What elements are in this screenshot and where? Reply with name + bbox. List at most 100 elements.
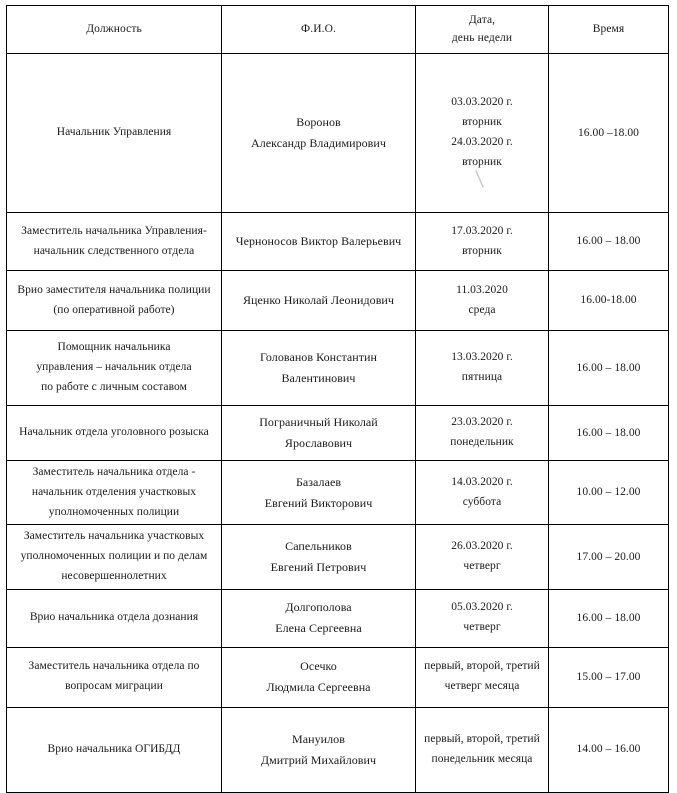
table-row: Начальник Управления Воронов Александр Вла… [6, 53, 669, 213]
cell-post-line-1: Заместитель начальника отдела по [28, 660, 200, 673]
cell-date: 05.03.2020 г. четверг [415, 588, 549, 648]
cell-date-line-1: 05.03.2020 г. [451, 601, 513, 614]
cell-time: 16.00 – 18.00 [548, 405, 669, 461]
cell-fio: Базалаев Евгений Викторович [221, 459, 416, 526]
table-row: Заместитель начальника отдела - начальник… [6, 459, 669, 526]
cell-post-line-2: уполномоченных полиции и по делам [20, 550, 208, 563]
cell-fio-line-1: Воронов [296, 115, 341, 130]
cell-fio-line-1: Черноносов Виктор Валерьевич [235, 234, 402, 249]
cell-fio: Воронов Александр Владимирович [221, 53, 416, 213]
cell-date-line-1: 23.03.2020 г. [451, 416, 513, 429]
cell-date-line-1: 17.03.2020 г. [451, 224, 513, 237]
cell-date: первый, второй, третий четверг месяца [415, 646, 549, 708]
cell-fio: Сапельников Евгений Петрович [221, 524, 416, 590]
cell-post-line-2: управления – начальник отдела [36, 361, 192, 374]
table-row: Начальник отдела уголовного розыска Погра… [6, 405, 669, 461]
cell-post-line-2: вопросам миграции [65, 680, 163, 693]
cell-time-line-1: 16.00 – 18.00 [576, 426, 641, 439]
column-header-fio-line-1: Ф.И.О. [301, 22, 336, 35]
cell-time-line-1: 10.00 – 12.00 [576, 486, 641, 499]
cell-time: 16.00 – 18.00 [548, 212, 669, 271]
table-row: Помощник начальника управления – начальни… [6, 330, 669, 406]
cell-post: Заместитель начальника Управления-началь… [6, 212, 222, 271]
cell-time: 16.00 – 18.00 [548, 330, 669, 406]
cell-fio-line-2: Дмитрий Михайлович [260, 752, 377, 767]
cell-post: Начальник отдела уголовного розыска [6, 405, 222, 461]
cell-date-line-4: вторник [462, 155, 502, 168]
cell-fio: Голованов Константин Валентинович [221, 330, 416, 406]
cell-post-line-1: Начальник Управления [56, 126, 172, 139]
table-row: Заместитель начальника участковых уполном… [6, 524, 669, 590]
cell-date-line-2: четверг месяца [444, 680, 520, 693]
table-header-row: Должность Ф.И.О. Дата, день недели Время [6, 5, 669, 54]
cell-date-line-2: четверг [463, 559, 501, 572]
cell-date: 23.03.2020 г. понедельник [415, 405, 549, 461]
cell-time: 16.00-18.00 [548, 270, 669, 331]
cell-date-line-2: вторник [462, 116, 502, 129]
cell-time-line-1: 15.00 – 17.00 [576, 670, 641, 683]
cell-fio-line-1: Пограничный Николай [259, 415, 378, 430]
cell-time-line-1: 17.00 – 20.00 [576, 550, 641, 563]
cell-fio-line-2: Валентинович [281, 371, 356, 385]
cell-date: 26.03.2020 г. четверг [415, 524, 549, 590]
cell-post: Начальник Управления [6, 53, 222, 213]
cell-time: 16.00 – 18.00 [548, 588, 669, 648]
cell-post-line-2: начальник отделения участковых [31, 485, 197, 498]
cell-post: Врио заместителя начальника полиции (по о… [6, 270, 222, 331]
cell-time: 10.00 – 12.00 [548, 459, 669, 526]
cell-fio-line-2: Людмила Сергеевна [266, 680, 371, 695]
table-row: Заместитель начальника отдела по вопросам… [6, 646, 669, 708]
cell-post-line-3: уполномоченных полиции [48, 505, 180, 518]
column-header-time-line-1: Время [592, 22, 625, 35]
column-header-date-line-2: день недели [451, 31, 513, 44]
cell-date-line-1: первый, второй, третий [424, 732, 540, 745]
cell-date: 13.03.2020 г. пятница [415, 330, 549, 406]
cell-date-line-3: 24.03.2020 г. [451, 136, 513, 148]
table-row: Врио начальника отдела дознания Долгополо… [6, 588, 669, 648]
column-header-post-line-1: Должность [86, 22, 142, 35]
cell-time-line-1: 16.00 –18.00 [578, 126, 639, 139]
cell-fio-line-2: Евгений Викторович [264, 495, 373, 510]
cell-post-line-2: начальник следственного отдела [33, 244, 195, 257]
cell-post-line-1: Врио заместителя начальника полиции [17, 283, 211, 296]
cell-post-line-1: Врио начальника ОГИБДД [47, 742, 181, 755]
cell-date-line-2: пятница [461, 371, 503, 383]
cell-time-line-1: 16.00 – 18.00 [576, 235, 641, 248]
cell-time-line-1: 16.00-18.00 [580, 294, 637, 307]
cell-date-line-1: 26.03.2020 г. [451, 540, 513, 553]
cell-time: 15.00 – 17.00 [548, 646, 669, 708]
table-row: Врио начальника ОГИБДД Мануилов Дмитрий Ми… [6, 706, 669, 793]
cell-date: первый, второй, третий понедельник месяца [415, 706, 549, 793]
cell-post: Заместитель начальника участковых уполном… [6, 524, 222, 590]
cell-post: Врио начальника ОГИБДД [6, 706, 222, 793]
cell-date-line-1: 13.03.2020 г. [451, 351, 513, 364]
cell-fio-line-2: Евгений Петрович [270, 559, 367, 574]
cell-post: Заместитель начальника отдела - начальник… [6, 459, 222, 526]
cell-post-line-1: Врио начальника отдела дознания [29, 611, 199, 624]
cell-time: 16.00 –18.00 [548, 53, 669, 213]
cell-fio: Пограничный Николай Ярославович [221, 405, 416, 461]
cell-fio-line-2: Ярославович [284, 436, 353, 450]
cell-fio: Мануилов Дмитрий Михайлович [221, 706, 416, 793]
cell-post-line-1: Заместитель начальника Управления- [21, 224, 207, 237]
cell-date-line-2: суббота [462, 495, 502, 508]
cell-post-line-1: Заместитель начальника участковых [23, 530, 205, 543]
cell-fio-line-1: Яценко Николай Леонидович [243, 293, 394, 308]
cell-date: 11.03.2020 среда [415, 270, 549, 331]
cell-date-line-1: 03.03.2020 г. [451, 96, 513, 109]
cell-post-line-1: Заместитель начальника отдела - [32, 466, 196, 478]
cell-post-line-1: Начальник отдела уголовного розыска [19, 426, 209, 439]
cell-date-line-2: вторник [462, 244, 502, 257]
cell-fio-line-1: Осечко [300, 659, 337, 674]
cell-fio-line-2: Александр Владимирович [251, 136, 386, 150]
table-header: Должность Ф.И.О. Дата, день недели Время [6, 5, 669, 54]
schedule-table-container: Должность Ф.И.О. Дата, день недели Время… [6, 5, 669, 793]
cell-post-line-3: по работе с личным составом [41, 380, 187, 393]
column-header-date-line-1: Дата, [468, 13, 496, 26]
cell-time-line-1: 16.00 – 18.00 [576, 361, 641, 374]
cell-fio: Черноносов Виктор Валерьевич [221, 212, 416, 271]
cell-fio: Осечко Людмила Сергеевна [221, 646, 416, 708]
table-body: Начальник Управления Воронов Александр Вла… [6, 53, 669, 793]
reception-schedule-table: Должность Ф.И.О. Дата, день недели Время… [6, 5, 669, 793]
cell-date-line-1: первый, второй, третий [424, 660, 540, 673]
